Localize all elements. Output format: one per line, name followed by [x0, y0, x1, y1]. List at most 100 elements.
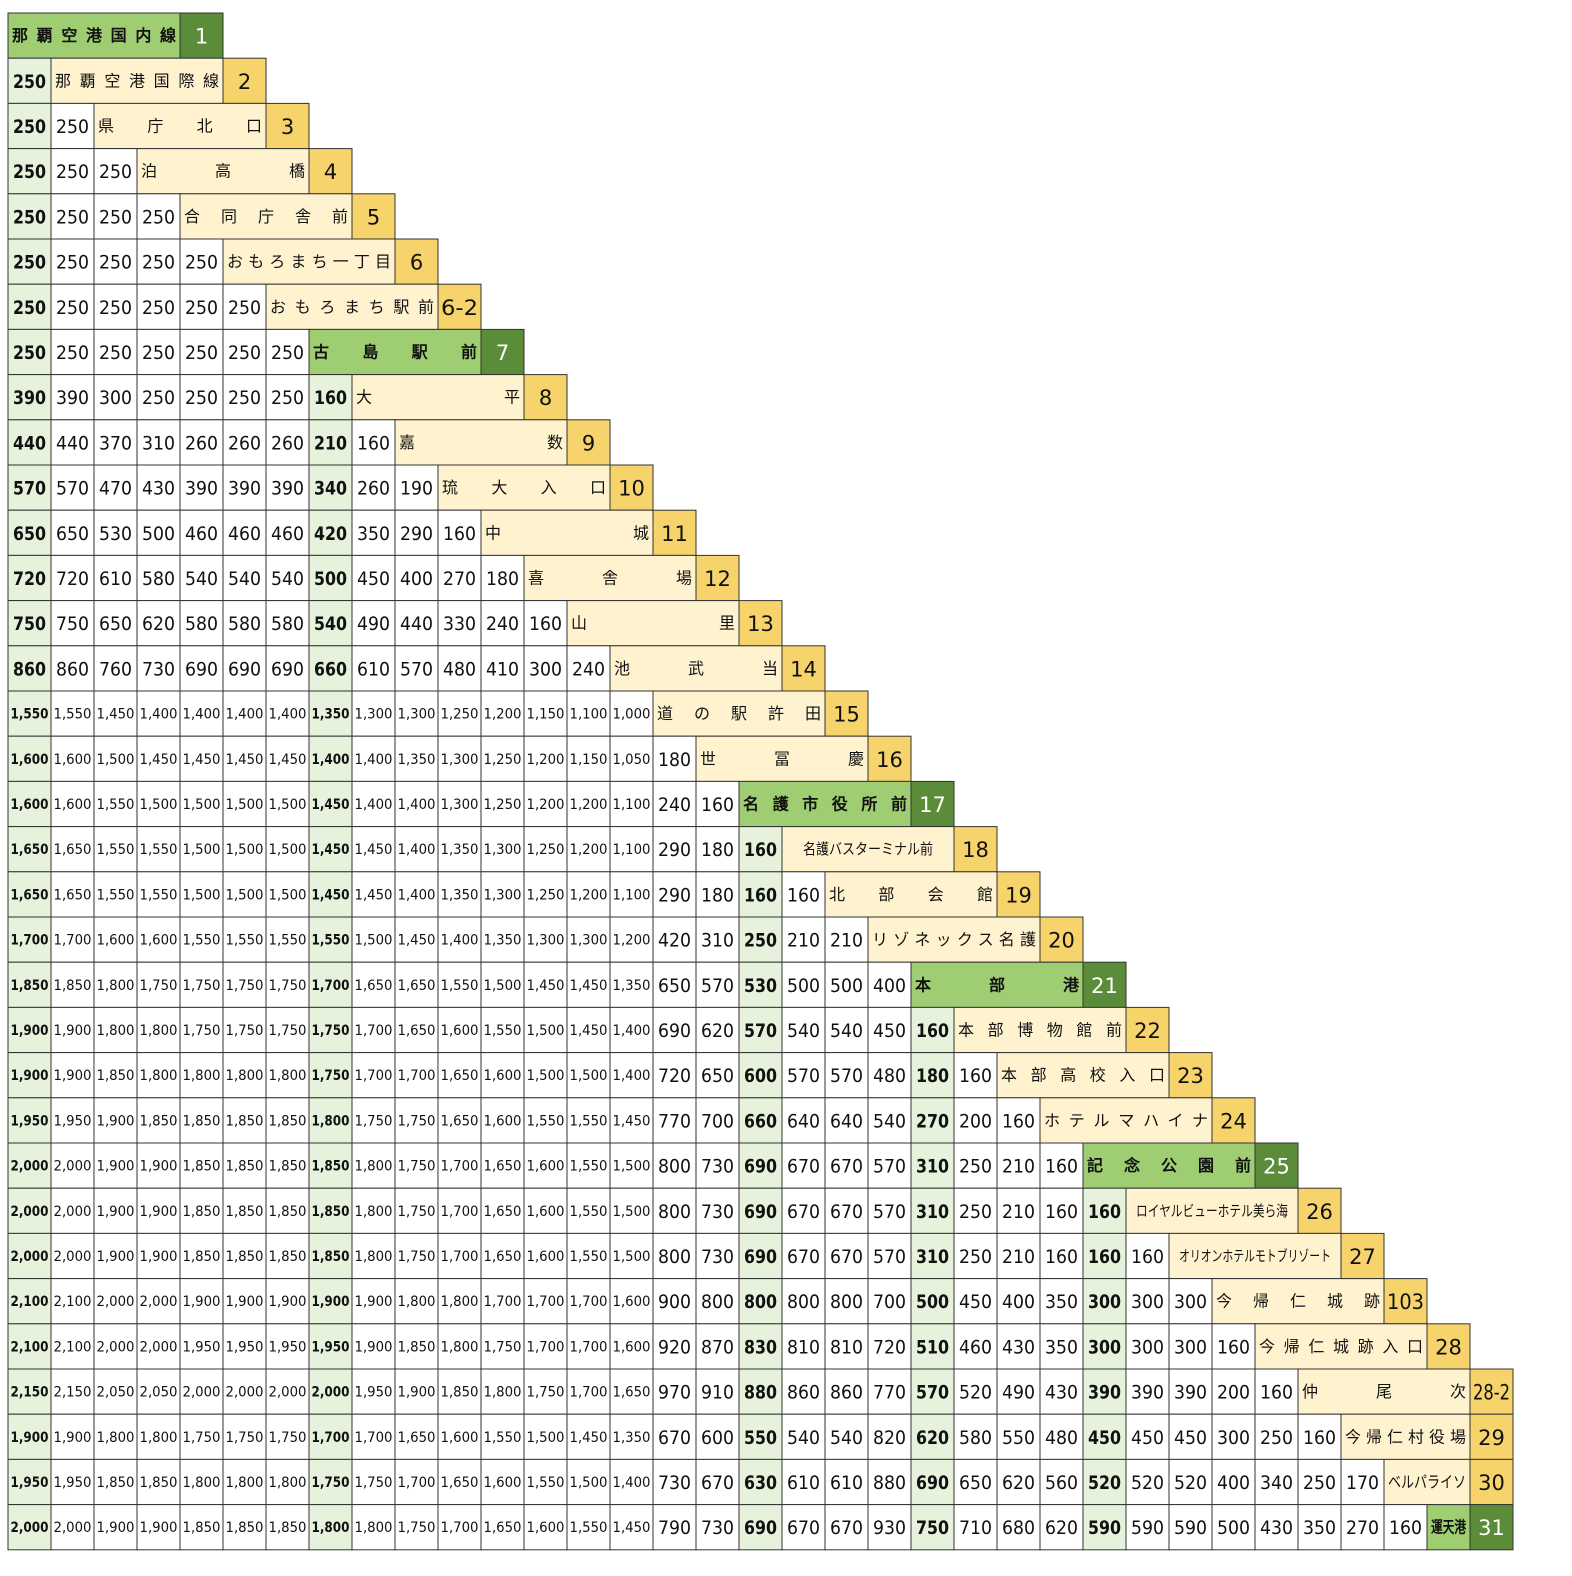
fare: 550 [1002, 1427, 1035, 1449]
fare: 1,850 [140, 1475, 178, 1491]
fare: 1,550 [570, 1159, 608, 1175]
fare: 250 [99, 342, 132, 364]
fare: 570 [873, 1201, 906, 1223]
fare: 180 [658, 749, 691, 771]
fare-cell [136, 283, 181, 330]
stop-name: 名護バスターミナル前 [803, 840, 933, 858]
fare: 160 [1217, 1336, 1250, 1358]
fare: 300 [1131, 1291, 1164, 1313]
fare: 1,900 [140, 1159, 178, 1175]
fare-cell [7, 193, 52, 240]
fare-cell [136, 1323, 181, 1370]
fare-cell [222, 961, 267, 1008]
fare: 1,500 [226, 797, 264, 813]
fare-cell [566, 735, 611, 782]
fare: 250 [56, 297, 89, 319]
fare: 210 [1002, 1156, 1035, 1178]
fare: 1,100 [613, 842, 651, 858]
fare-cell [480, 645, 525, 692]
fare-cell [7, 509, 52, 556]
fare-cell [1039, 1504, 1084, 1551]
fare: 400 [1002, 1291, 1035, 1313]
fare: 1,850 [312, 1159, 350, 1175]
stop-code-cell [953, 826, 998, 873]
fare: 1,400 [613, 1475, 651, 1491]
fare-cell [136, 1232, 181, 1280]
fare: 720 [56, 568, 89, 590]
fare: 1,800 [226, 1068, 264, 1084]
fare: 540 [271, 568, 304, 590]
fare: 1,550 [140, 887, 178, 903]
fare-cell [179, 690, 224, 737]
fare: 430 [142, 478, 175, 500]
fare-cell [136, 193, 181, 240]
fare: 600 [744, 1065, 777, 1087]
fare: 800 [830, 1291, 863, 1313]
fare-cell [781, 1097, 826, 1144]
fare-cell [566, 1232, 611, 1280]
fare-cell [1039, 1458, 1084, 1506]
fare-cell [1039, 1232, 1084, 1280]
fare-cell [480, 1187, 525, 1234]
fare: 590 [1131, 1517, 1164, 1539]
fare: 610 [357, 658, 390, 680]
stop-name-cell [523, 554, 697, 602]
fare: 1,950 [11, 1475, 49, 1491]
fare: 1,950 [226, 1339, 264, 1355]
fare-cell [179, 1232, 224, 1280]
fare: 670 [830, 1517, 863, 1539]
fare: 1,450 [613, 1520, 651, 1536]
fare-cell [222, 1458, 267, 1506]
fare: 460 [271, 523, 304, 545]
fare: 620 [1002, 1472, 1035, 1494]
fare: 580 [142, 568, 175, 590]
fare-cell [781, 1458, 826, 1506]
fare-cell [7, 1232, 52, 1280]
fare: 540 [873, 1110, 906, 1132]
stop-code-cell [1297, 1187, 1342, 1234]
stop-name-cell [1254, 1323, 1428, 1370]
fare: 240 [658, 794, 691, 816]
fare: 610 [787, 1472, 820, 1494]
stop-code: 6-2 [441, 296, 478, 320]
fare-cell [480, 1097, 525, 1144]
fare-cell [265, 1368, 310, 1415]
fare-cell [1125, 1368, 1170, 1415]
fare-cell [953, 1187, 998, 1234]
fare-cell [1082, 1458, 1127, 1506]
fare: 480 [443, 658, 476, 680]
fare-cell [308, 1097, 353, 1144]
fare: 1,450 [570, 1430, 608, 1446]
fare: 250 [13, 297, 46, 319]
fare-cell [179, 780, 224, 828]
fare-cell [179, 1097, 224, 1144]
fare-cell [50, 1006, 95, 1054]
fare-cell [7, 1504, 52, 1551]
fare: 1,800 [226, 1475, 264, 1491]
fare-cell [93, 826, 138, 873]
fare: 1,850 [269, 1159, 307, 1175]
fare: 300 [529, 658, 562, 680]
fare: 290 [658, 884, 691, 906]
fare: 1,850 [269, 1113, 307, 1129]
fare-cell [652, 961, 697, 1008]
stop-code: 24 [1220, 1109, 1247, 1133]
fare-cell [437, 1142, 482, 1189]
stop-code-cell [910, 780, 955, 828]
fare: 1,500 [613, 1159, 651, 1175]
fare: 520 [1131, 1472, 1164, 1494]
fare-cell [695, 1323, 740, 1370]
fare: 1,500 [527, 1023, 565, 1039]
stop-code-cell [437, 283, 482, 330]
fare: 1,800 [355, 1159, 393, 1175]
fare: 1,800 [484, 1385, 522, 1401]
fare: 250 [142, 252, 175, 274]
stop-code: 4 [324, 160, 337, 184]
stop-code: 15 [833, 703, 860, 727]
fare: 1,900 [140, 1520, 178, 1536]
fare-cell [910, 1323, 955, 1370]
stop-code: 25 [1263, 1155, 1290, 1179]
fare: 1,700 [570, 1339, 608, 1355]
fare: 2,000 [140, 1339, 178, 1355]
fare-cell [824, 1504, 869, 1551]
